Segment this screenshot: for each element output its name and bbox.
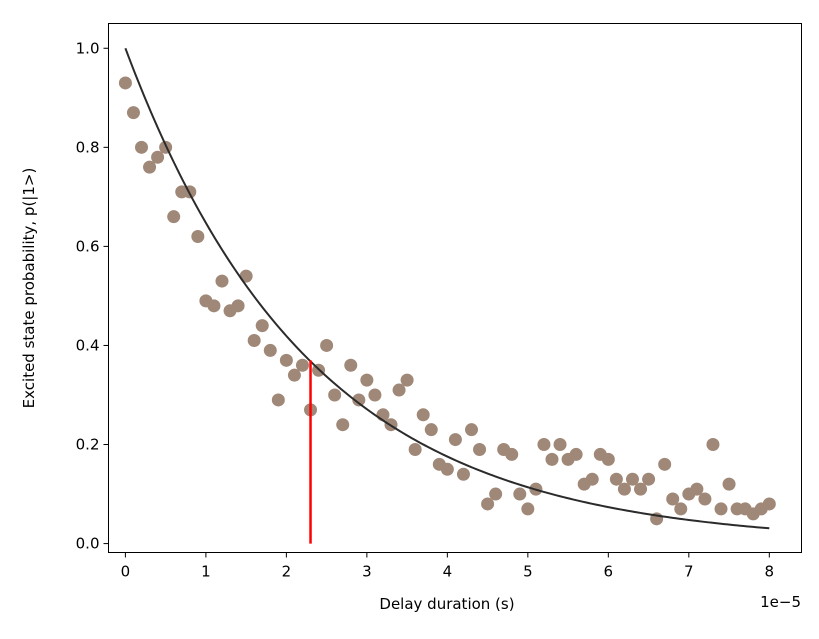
data-point — [762, 497, 776, 511]
data-point — [151, 150, 165, 164]
data-point — [698, 492, 712, 506]
data-point — [537, 438, 551, 452]
data-point — [191, 229, 205, 243]
data-point — [448, 433, 462, 447]
x-axis-label: Delay duration (s) — [379, 595, 514, 613]
data-point — [706, 438, 720, 452]
data-point — [207, 299, 221, 313]
data-point — [569, 447, 583, 461]
x-tick-label: 1 — [201, 563, 211, 581]
data-point — [287, 368, 301, 382]
data-point — [666, 492, 680, 506]
data-point — [690, 482, 704, 496]
y-tick-label: 0.6 — [76, 237, 100, 255]
data-point — [609, 472, 623, 486]
fit-curve — [124, 47, 770, 530]
data-point — [617, 482, 631, 496]
data-point — [722, 477, 736, 491]
data-point — [392, 383, 406, 397]
data-point — [263, 343, 277, 357]
data-point — [143, 160, 157, 174]
data-point — [513, 487, 527, 501]
data-point — [295, 358, 309, 372]
data-point — [118, 76, 132, 90]
data-point — [336, 418, 350, 432]
data-point — [328, 388, 342, 402]
y-tick-label: 0.2 — [76, 436, 100, 454]
x-offset-label: 1e−5 — [760, 593, 801, 611]
x-tick-label: 3 — [362, 563, 372, 581]
data-point — [400, 373, 414, 387]
data-point — [320, 338, 334, 352]
data-point — [634, 482, 648, 496]
x-tick-label: 4 — [443, 563, 453, 581]
data-point — [473, 442, 487, 456]
data-point — [279, 353, 293, 367]
data-point — [489, 487, 503, 501]
data-point — [505, 447, 519, 461]
y-tick-label: 0.4 — [76, 336, 100, 354]
x-tick-label: 8 — [765, 563, 775, 581]
x-tick-label: 2 — [282, 563, 292, 581]
x-tick-label: 5 — [523, 563, 533, 581]
data-point — [360, 373, 374, 387]
plot-frame — [108, 23, 802, 553]
data-point — [456, 467, 470, 481]
data-point — [416, 408, 430, 422]
data-point — [408, 442, 422, 456]
x-tick-label: 6 — [604, 563, 614, 581]
data-point — [553, 438, 567, 452]
data-point — [167, 210, 181, 224]
data-point — [481, 497, 495, 511]
data-point — [424, 423, 438, 437]
y-tick-label: 0.0 — [76, 535, 100, 553]
x-tick-label: 7 — [684, 563, 694, 581]
data-point — [352, 393, 366, 407]
x-tick-label: 0 — [121, 563, 131, 581]
data-point — [642, 472, 656, 486]
y-tick-label: 0.8 — [76, 138, 100, 156]
data-point — [135, 140, 148, 154]
data-point — [271, 393, 285, 407]
data-point — [625, 472, 639, 486]
data-point — [601, 452, 615, 466]
data-point — [215, 274, 229, 288]
data-point — [126, 106, 140, 120]
data-point — [231, 299, 245, 313]
data-point — [368, 388, 382, 402]
y-tick-label: 1.0 — [76, 39, 100, 57]
data-point — [465, 423, 478, 437]
data-point — [545, 452, 559, 466]
data-point — [247, 334, 261, 348]
y-axis-label: Excited state probability, p(|1>) — [20, 168, 38, 409]
data-point — [658, 457, 672, 471]
data-point — [585, 472, 599, 486]
data-point — [440, 462, 454, 476]
data-point — [521, 502, 535, 516]
data-point — [255, 319, 269, 333]
data-point — [714, 502, 728, 516]
data-point — [344, 358, 358, 372]
data-point — [674, 502, 688, 516]
